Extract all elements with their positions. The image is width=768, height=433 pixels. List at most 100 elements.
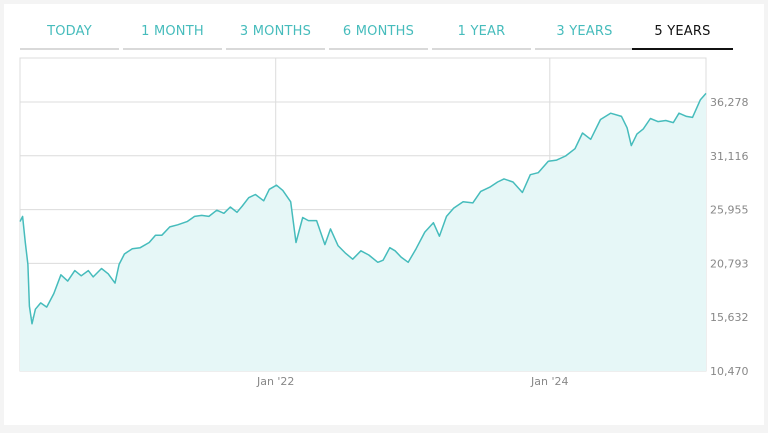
y-axis-labels: 10,470 15,632 20,793 25,955 31,116 36,278 — [710, 96, 749, 378]
data-point — [290, 201, 292, 203]
data-point — [27, 263, 29, 265]
data-point — [31, 323, 33, 325]
y-tick-label: 36,278 — [710, 96, 749, 109]
y-tick-label: 25,955 — [710, 204, 749, 217]
data-point — [360, 250, 362, 252]
data-point — [67, 280, 69, 282]
data-point — [118, 263, 120, 265]
data-point — [114, 282, 116, 284]
data-point — [276, 184, 278, 186]
data-point — [642, 128, 644, 130]
data-point — [389, 247, 391, 249]
x-axis-labels: Jan '22 Jan '24 — [256, 375, 569, 388]
data-point — [248, 197, 250, 199]
x-tick-label: Jan '24 — [530, 375, 568, 388]
data-point — [186, 221, 188, 223]
data-point — [34, 308, 36, 310]
tab-1-month[interactable]: 1 MONTH — [123, 14, 222, 50]
data-point — [699, 99, 701, 101]
data-point — [123, 253, 125, 255]
data-point — [101, 268, 103, 270]
data-point — [139, 247, 141, 249]
data-point — [590, 138, 592, 140]
data-point — [131, 248, 133, 250]
data-point — [630, 145, 632, 147]
tab-1-year[interactable]: 1 YEAR — [432, 14, 531, 50]
data-point — [268, 188, 270, 190]
tab-3-years[interactable]: 3 YEARS — [535, 14, 634, 50]
data-point — [678, 112, 680, 114]
data-point — [636, 133, 638, 135]
range-tabs: TODAY 1 MONTH 3 MONTHS 6 MONTHS 1 YEAR 3… — [20, 14, 733, 52]
data-point — [672, 122, 674, 124]
data-point — [194, 215, 196, 217]
data-point — [352, 258, 354, 260]
data-point — [307, 220, 309, 222]
data-point — [254, 194, 256, 196]
data-point — [161, 234, 163, 236]
data-point — [649, 118, 651, 120]
data-point — [582, 132, 584, 134]
data-point — [600, 119, 602, 121]
data-point — [489, 186, 491, 188]
data-point — [610, 112, 612, 114]
data-point — [282, 189, 284, 191]
data-point — [155, 234, 157, 236]
data-point — [665, 120, 667, 122]
data-point — [92, 276, 94, 278]
data-point — [692, 116, 694, 118]
y-tick-label: 20,793 — [710, 257, 749, 270]
data-point — [302, 217, 304, 219]
tab-6-months[interactable]: 6 MONTHS — [329, 14, 428, 50]
data-point — [344, 252, 346, 254]
data-point — [686, 115, 688, 117]
data-point — [529, 174, 531, 176]
data-point — [46, 306, 48, 308]
y-tick-label: 10,470 — [710, 365, 749, 378]
data-point — [382, 259, 384, 261]
data-point — [472, 202, 474, 204]
data-point — [74, 270, 76, 272]
data-point — [657, 121, 659, 123]
data-point — [60, 274, 62, 276]
data-point — [330, 228, 332, 230]
data-point — [547, 160, 549, 162]
data-point — [316, 220, 318, 222]
data-point — [453, 207, 455, 209]
price-line — [19, 92, 707, 325]
data-point — [169, 226, 171, 228]
data-point — [438, 235, 440, 237]
price-area-fill — [20, 93, 706, 372]
data-point — [107, 273, 109, 275]
y-tick-label: 15,632 — [710, 311, 749, 324]
data-point — [415, 248, 417, 250]
data-point — [400, 256, 402, 258]
data-point — [53, 293, 55, 295]
data-point — [368, 254, 370, 256]
data-point — [574, 148, 576, 150]
data-point — [480, 190, 482, 192]
data-point — [223, 212, 225, 214]
data-point — [407, 261, 409, 263]
tab-5-years[interactable]: 5 YEARS — [632, 14, 733, 50]
data-point — [521, 192, 523, 194]
data-point — [324, 244, 326, 246]
data-point — [22, 215, 24, 217]
data-point — [424, 231, 426, 233]
tab-today[interactable]: TODAY — [20, 14, 119, 50]
data-point — [263, 200, 265, 202]
data-point — [236, 211, 238, 213]
data-point — [337, 245, 339, 247]
data-point — [208, 215, 210, 217]
y-tick-label: 31,116 — [710, 150, 749, 163]
data-point — [432, 222, 434, 224]
data-point — [556, 159, 558, 161]
data-point — [241, 205, 243, 207]
data-point — [80, 275, 82, 277]
x-tick-label: Jan '22 — [256, 375, 294, 388]
data-point — [216, 209, 218, 211]
data-point — [512, 181, 514, 183]
tab-3-months[interactable]: 3 MONTHS — [226, 14, 325, 50]
data-point — [201, 214, 203, 216]
